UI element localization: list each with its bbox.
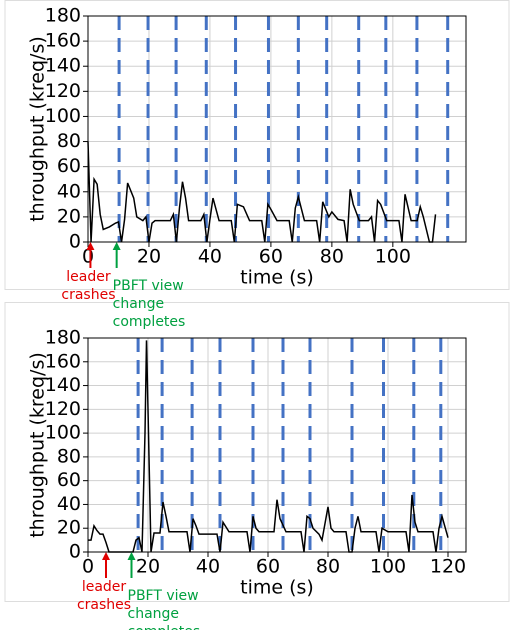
x-tick-label: 60 <box>259 246 283 268</box>
annotation-text: leader <box>66 269 111 285</box>
y-tick-label: 40 <box>57 493 81 515</box>
y-tick-label: 140 <box>45 374 81 396</box>
y-tick-label: 180 <box>45 327 81 349</box>
annotation-text: completes <box>113 314 186 330</box>
x-tick-label: 80 <box>320 246 344 268</box>
y-tick-label: 180 <box>45 5 81 27</box>
y-axis-label: throughput (kreq/s) <box>27 352 49 538</box>
arrow-head <box>112 242 121 250</box>
annotation-text: crashes <box>61 287 115 303</box>
x-tick-label: 100 <box>370 556 406 578</box>
x-axis-label: time (s) <box>240 577 314 599</box>
x-tick-label: 20 <box>137 246 161 268</box>
annotation-text: PBFT view <box>113 278 184 294</box>
annotation-text: completes <box>128 624 201 630</box>
y-tick-label: 0 <box>69 541 81 563</box>
annotation-text: PBFT view <box>128 588 199 604</box>
annotation-text: crashes <box>77 597 131 613</box>
x-tick-label: 120 <box>430 556 466 578</box>
y-tick-label: 120 <box>45 80 81 102</box>
annotation-text: change <box>128 606 180 622</box>
x-tick-label: 60 <box>256 556 280 578</box>
panel-frame <box>4 302 510 602</box>
y-tick-label: 20 <box>57 517 81 539</box>
y-tick-label: 80 <box>57 445 81 467</box>
x-axis-label: time (s) <box>240 267 314 289</box>
panel-frame <box>4 0 510 290</box>
arrow-head <box>86 242 95 250</box>
y-tick-label: 160 <box>45 30 81 52</box>
y-tick-label: 40 <box>57 180 81 202</box>
y-tick-label: 20 <box>57 205 81 227</box>
x-tick-label: 0 <box>82 556 94 578</box>
annotation-text: leader <box>82 579 127 595</box>
x-tick-label: 40 <box>196 556 220 578</box>
arrow-head <box>127 552 136 560</box>
y-tick-label: 160 <box>45 350 81 372</box>
data-line <box>87 141 437 243</box>
arrow-head <box>102 552 110 560</box>
plot-frame <box>87 337 467 553</box>
annotation-text: change <box>113 296 165 312</box>
y-tick-label: 60 <box>57 155 81 177</box>
y-tick-label: 60 <box>57 469 81 491</box>
y-tick-label: 100 <box>45 422 81 444</box>
y-axis-label: throughput (kreq/s) <box>27 36 49 222</box>
data-line <box>88 340 449 553</box>
y-tick-label: 80 <box>57 130 81 152</box>
x-tick-label: 20 <box>136 556 160 578</box>
x-tick-label: 80 <box>316 556 340 578</box>
y-tick-label: 0 <box>69 231 81 253</box>
x-tick-label: 100 <box>375 246 411 268</box>
y-tick-label: 120 <box>45 398 81 420</box>
plot-frame <box>87 15 467 243</box>
y-tick-label: 100 <box>45 105 81 127</box>
y-tick-label: 140 <box>45 55 81 77</box>
x-tick-label: 40 <box>198 246 222 268</box>
